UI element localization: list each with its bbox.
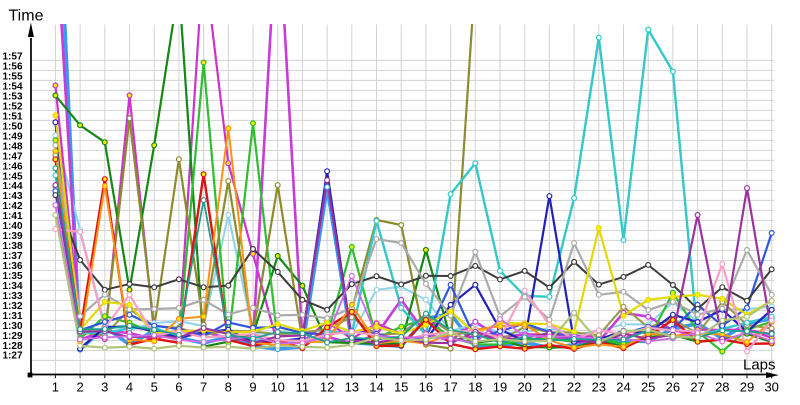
svg-text:10: 10 (270, 380, 284, 395)
svg-text:17: 17 (443, 380, 457, 395)
svg-text:15: 15 (394, 380, 408, 395)
svg-text:9: 9 (249, 380, 256, 395)
svg-text:4: 4 (126, 380, 133, 395)
svg-text:1:50: 1:50 (2, 121, 22, 132)
svg-text:26: 26 (666, 380, 680, 395)
svg-text:1:47: 1:47 (2, 151, 22, 162)
svg-text:1:37: 1:37 (2, 251, 22, 262)
svg-text:5: 5 (151, 380, 158, 395)
svg-text:1:39: 1:39 (2, 231, 22, 242)
svg-text:1:31: 1:31 (2, 311, 22, 322)
svg-text:1:32: 1:32 (2, 301, 22, 312)
svg-text:11: 11 (296, 380, 310, 395)
svg-text:3: 3 (101, 380, 108, 395)
svg-text:1:48: 1:48 (2, 141, 22, 152)
svg-text:2: 2 (76, 380, 83, 395)
svg-text:1:45: 1:45 (2, 171, 22, 182)
svg-text:1:57: 1:57 (2, 52, 22, 63)
svg-text:1:43: 1:43 (2, 191, 22, 202)
svg-text:7: 7 (200, 380, 207, 395)
svg-text:22: 22 (567, 380, 581, 395)
svg-text:19: 19 (493, 380, 507, 395)
svg-text:18: 18 (468, 380, 482, 395)
svg-text:21: 21 (542, 380, 556, 395)
svg-text:24: 24 (616, 380, 630, 395)
svg-text:30: 30 (764, 380, 778, 395)
svg-text:1:33: 1:33 (2, 291, 22, 302)
svg-text:1:56: 1:56 (2, 62, 22, 73)
svg-text:1:34: 1:34 (2, 281, 22, 292)
svg-text:1:44: 1:44 (2, 181, 22, 192)
svg-text:1:30: 1:30 (2, 321, 22, 332)
svg-text:29: 29 (740, 380, 754, 395)
svg-text:1:38: 1:38 (2, 241, 22, 252)
svg-text:1:27: 1:27 (2, 351, 22, 362)
svg-text:25: 25 (641, 380, 655, 395)
svg-text:1:49: 1:49 (2, 131, 22, 142)
svg-text:1:55: 1:55 (2, 72, 22, 83)
svg-text:16: 16 (419, 380, 433, 395)
svg-text:20: 20 (517, 380, 531, 395)
svg-text:1: 1 (52, 380, 59, 395)
svg-text:Time: Time (9, 8, 44, 25)
svg-text:1:41: 1:41 (2, 211, 22, 222)
svg-text:13: 13 (345, 380, 359, 395)
svg-text:Laps: Laps (743, 356, 776, 373)
svg-text:1:53: 1:53 (2, 92, 22, 103)
svg-text:28: 28 (715, 380, 729, 395)
svg-text:1:54: 1:54 (2, 82, 22, 93)
svg-text:1:52: 1:52 (2, 102, 22, 113)
svg-text:1:36: 1:36 (2, 261, 22, 272)
svg-text:1:46: 1:46 (2, 161, 22, 172)
svg-text:1:28: 1:28 (2, 341, 22, 352)
svg-text:6: 6 (175, 380, 182, 395)
svg-text:12: 12 (320, 380, 334, 395)
svg-text:1:51: 1:51 (2, 111, 22, 122)
svg-text:8: 8 (225, 380, 232, 395)
svg-text:14: 14 (369, 380, 383, 395)
svg-text:1:40: 1:40 (2, 221, 22, 232)
svg-text:1:29: 1:29 (2, 331, 22, 342)
svg-text:23: 23 (592, 380, 606, 395)
svg-text:27: 27 (690, 380, 704, 395)
svg-text:1:42: 1:42 (2, 201, 22, 212)
svg-text:1:35: 1:35 (2, 271, 22, 282)
